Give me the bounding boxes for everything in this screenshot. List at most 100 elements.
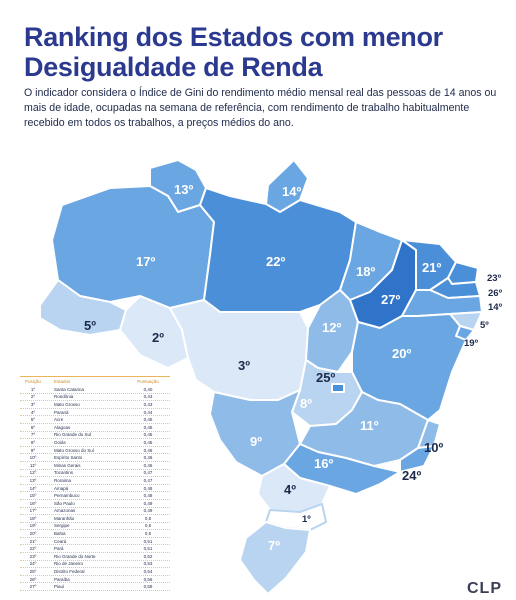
rank-position: 15º: [29, 493, 37, 499]
rank-score: 0,53: [143, 561, 153, 567]
label-pe: 14º: [488, 302, 503, 313]
table-row: 14º Amapá 0,48: [20, 485, 170, 493]
rank-state: Acre: [54, 417, 64, 423]
rank-score: 0,45: [143, 417, 153, 423]
rank-state: Sergipe: [54, 523, 70, 529]
state-df: [331, 383, 345, 393]
rank-state: Paraná: [54, 409, 69, 415]
rank-state: Minas Gerais: [54, 462, 81, 468]
rank-position: 23º: [29, 553, 37, 559]
rank-position: 2º: [30, 394, 36, 400]
label-pb: 26º: [488, 288, 503, 299]
rank-position: 26º: [29, 576, 37, 582]
rank-score: 0,46: [143, 462, 153, 468]
rank-state: Rio de Janeiro: [54, 561, 84, 567]
rank-position: 7º: [30, 432, 36, 438]
rank-position: 4º: [30, 409, 36, 415]
rank-position: 5º: [30, 417, 36, 423]
label-es: 10º: [424, 440, 443, 455]
label-ba: 20º: [392, 346, 411, 361]
rank-position: 27º: [29, 584, 37, 590]
table-row: 26º Paraíba 0,56: [20, 576, 170, 584]
rank-state: Amapá: [54, 485, 69, 491]
label-go: 8º: [300, 396, 312, 411]
table-row: 17º Amazonas 0,49: [20, 508, 170, 516]
ranking-rows: 1º Santa Catarina 0,40 2º Rondônia 0,43 3º Mato…: [20, 386, 170, 592]
rank-score: 0,47: [143, 477, 153, 483]
label-rs: 7º: [268, 538, 280, 553]
label-rr: 13º: [174, 182, 193, 197]
rank-state: Maranhão: [54, 515, 75, 521]
label-pr: 4º: [284, 482, 296, 497]
table-row: 18º Maranhão 0,5: [20, 515, 170, 523]
rank-score: 0,46: [143, 455, 153, 461]
rank-score: 0,51: [143, 538, 153, 544]
table-row: 22º Pará 0,51: [20, 545, 170, 554]
rank-position: 21º: [29, 538, 37, 544]
rank-state: Bahia: [54, 531, 66, 537]
table-row: 4º Paraná 0,44: [20, 409, 170, 417]
ranking-header: Posição Estados Pontuação: [20, 377, 170, 386]
table-row: 7º Rio Grande do Sul 0,45: [20, 432, 170, 440]
rank-position: 22º: [29, 546, 37, 552]
rank-position: 19º: [29, 523, 37, 529]
header-state: Estados: [54, 379, 71, 384]
label-mg: 11º: [360, 418, 379, 433]
page-title: Ranking dos Estados com menor Desigualda…: [24, 22, 504, 82]
rank-position: 17º: [29, 508, 37, 514]
rank-state: Tocantins: [54, 470, 74, 476]
rank-state: Ceará: [54, 538, 67, 544]
rank-position: 14º: [29, 485, 37, 491]
label-ac: 5º: [84, 318, 96, 333]
state-rs: [239, 521, 311, 595]
rank-score: 0,56: [143, 576, 153, 582]
rank-score: 0,51: [143, 546, 153, 552]
table-row: 19º Sergipe 0,5: [20, 523, 170, 531]
label-ce: 21º: [422, 260, 441, 275]
label-am: 17º: [136, 254, 155, 269]
rank-score: 0,43: [143, 401, 153, 407]
label-sp: 16º: [314, 456, 333, 471]
state-mg: [299, 391, 429, 467]
rank-position: 20º: [29, 531, 37, 537]
label-ma: 18º: [356, 264, 375, 279]
table-row: 8º Goiás 0,45: [20, 439, 170, 447]
state-mt: [169, 299, 309, 401]
rank-state: Rio Grande do Sul: [54, 432, 92, 438]
table-row: 6º Alagoas 0,45: [20, 424, 170, 432]
table-row: 20º Bahia 0,5: [20, 530, 170, 538]
rank-score: 0,5: [144, 531, 152, 537]
table-row: 23º Rio Grande do Norte 0,52: [20, 553, 170, 561]
rank-position: 6º: [30, 424, 36, 430]
rank-score: 0,54: [143, 569, 153, 575]
table-row: 16º São Paulo 0,49: [20, 500, 170, 508]
table-row: 24º Rio de Janeiro 0,53: [20, 561, 170, 569]
rank-state: Rondônia: [54, 394, 74, 400]
header-score: Pontuação: [137, 379, 159, 384]
rank-state: Amazonas: [54, 508, 76, 514]
rank-score: 0,59: [143, 584, 153, 590]
brazil-map: 13º 14º 17º 22º 18º 27º 21º 23º 26º 14º …: [39, 159, 503, 595]
rank-position: 9º: [30, 447, 36, 453]
table-row: 21º Ceará 0,51: [20, 538, 170, 546]
rank-state: Goiás: [54, 439, 66, 445]
label-to: 12º: [322, 320, 341, 335]
rank-position: 8º: [30, 439, 36, 445]
rank-state: Distrito Federal: [54, 569, 85, 575]
rank-position: 11º: [29, 462, 37, 468]
table-row: 11º Minas Gerais 0,46: [20, 462, 170, 470]
state-rj: [399, 445, 435, 473]
rank-state: Roraima: [54, 477, 72, 483]
logo: CLP: [467, 580, 502, 597]
rank-score: 0,49: [143, 508, 153, 514]
rank-position: 13º: [29, 477, 37, 483]
rank-position: 18º: [29, 515, 37, 521]
ranking-table: Posição Estados Pontuação 1º Santa Catari…: [20, 376, 170, 592]
header-position: Posição: [24, 379, 41, 384]
rank-position: 24º: [29, 561, 37, 567]
table-row: 10º Espírito Santo 0,46: [20, 454, 170, 462]
rank-position: 10º: [29, 455, 37, 461]
label-ro: 2º: [152, 330, 164, 345]
rank-state: Alagoas: [54, 424, 71, 430]
rank-state: Pará: [54, 546, 64, 552]
